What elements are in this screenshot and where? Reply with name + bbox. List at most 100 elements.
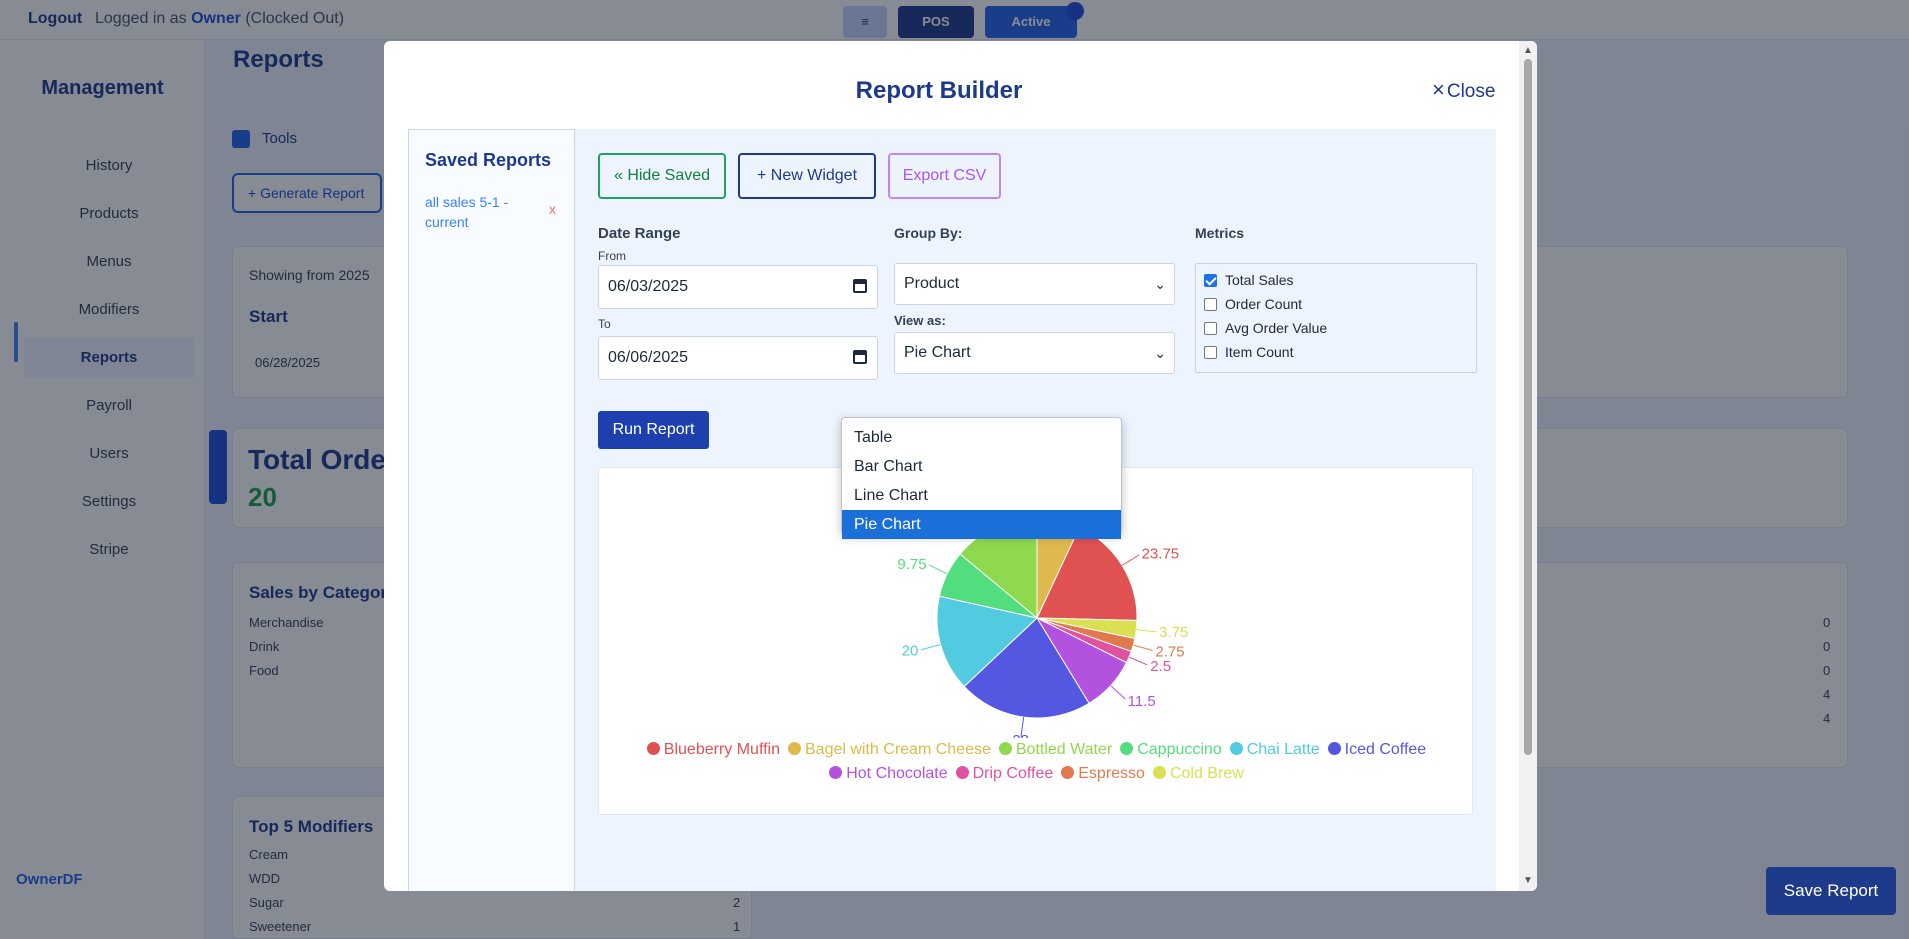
pie-label-line — [929, 564, 948, 575]
to-date-value: 06/06/2025 — [608, 349, 689, 366]
legend-label: Hot Chocolate — [846, 765, 948, 782]
hide-saved-button[interactable]: « Hide Saved — [598, 153, 726, 199]
legend-swatch — [788, 742, 801, 755]
metric-total-sales[interactable]: Total Sales — [1204, 272, 1293, 288]
view-option-pie-chart[interactable]: Pie Chart — [842, 510, 1121, 539]
legend-swatch — [646, 742, 660, 755]
metrics-box: Total Sales Order Count Avg Order Value … — [1195, 263, 1477, 373]
legend-label: Bagel with Cream Cheese — [805, 741, 991, 758]
view-as-dropdown: Table Bar Chart Line Chart Pie Chart — [841, 417, 1122, 539]
pie-label-line — [1136, 629, 1157, 633]
new-widget-button[interactable]: + New Widget — [738, 153, 876, 199]
pie-label-line — [1133, 644, 1153, 651]
legend-swatch — [1327, 742, 1341, 755]
pie-label-line — [1128, 656, 1148, 666]
group-by-label: Group By: — [894, 225, 963, 241]
chevron-down-icon: ⌄ — [1154, 345, 1166, 361]
legend-label: Espresso — [1078, 765, 1145, 782]
pie-data-label: 9.75 — [897, 556, 926, 573]
avg-order-value-checkbox[interactable] — [1204, 321, 1217, 335]
pie-data-label: 28 — [1012, 732, 1029, 738]
calendar-icon[interactable] — [853, 279, 867, 293]
legend-item[interactable]: Bagel with Cream Cheese — [788, 738, 991, 762]
pie-label-line — [921, 643, 941, 651]
legend-swatch — [1229, 742, 1243, 755]
metric-avg-order-value[interactable]: Avg Order Value — [1204, 320, 1327, 336]
saved-reports-title: Saved Reports — [425, 150, 552, 170]
order-count-checkbox[interactable] — [1204, 297, 1217, 311]
pie-data-label: 2.5 — [1150, 658, 1171, 675]
legend-label: Cold Brew — [1169, 765, 1244, 782]
delete-saved-report-button[interactable]: x — [549, 201, 556, 217]
legend-item[interactable]: Cappuccino — [1120, 738, 1222, 762]
group-by-select[interactable]: Product ⌄ — [894, 263, 1175, 305]
pie-label-line — [1121, 554, 1140, 566]
legend-label: Blueberry Muffin — [663, 741, 780, 758]
legend-item[interactable]: Bottled Water — [998, 738, 1113, 762]
modal-title: Report Builder — [855, 77, 1023, 104]
total-sales-checkbox[interactable] — [1204, 273, 1217, 287]
legend-label: Cappuccino — [1137, 741, 1222, 758]
close-icon: × — [1432, 77, 1445, 102]
view-option-table[interactable]: Table — [854, 429, 893, 446]
chevron-down-icon: ⌄ — [1154, 276, 1166, 292]
save-report-button[interactable]: Save Report — [1766, 867, 1896, 915]
legend-swatch — [1061, 766, 1075, 779]
export-csv-button[interactable]: Export CSV — [888, 153, 1001, 199]
pie-slice-iced-coffee[interactable] — [963, 617, 1090, 719]
metric-label: Total Sales — [1225, 272, 1294, 288]
view-as-select[interactable]: Pie Chart ⌄ — [894, 332, 1175, 374]
pie-data-label: 2.75 — [1155, 643, 1184, 660]
modal-scrollbar[interactable]: ▲ ▼ — [1519, 41, 1537, 891]
item-count-checkbox[interactable] — [1204, 345, 1217, 359]
metric-item-count[interactable]: Item Count — [1204, 344, 1293, 360]
view-as-label: View as: — [894, 313, 946, 328]
legend-swatch — [1152, 766, 1166, 779]
legend-swatch — [998, 742, 1012, 755]
date-range-label: Date Range — [598, 225, 681, 242]
legend-swatch — [1120, 742, 1134, 755]
metric-order-count[interactable]: Order Count — [1204, 296, 1302, 312]
view-as-value: Pie Chart — [904, 344, 971, 361]
legend-item[interactable]: Chai Latte — [1229, 738, 1320, 762]
legend-label: Chai Latte — [1246, 741, 1320, 758]
view-option-bar-chart[interactable]: Bar Chart — [854, 458, 923, 475]
to-date-input[interactable]: 06/06/2025 — [598, 336, 878, 380]
legend-swatch — [829, 766, 843, 779]
metric-label: Avg Order Value — [1225, 320, 1328, 336]
legend-item[interactable]: Iced Coffee — [1327, 738, 1427, 762]
legend-item[interactable]: Hot Chocolate — [829, 762, 948, 786]
pie-data-label: 11.5 — [1128, 693, 1156, 710]
legend-item[interactable]: Blueberry Muffin — [646, 738, 780, 762]
legend-item[interactable]: Cold Brew — [1152, 762, 1244, 786]
legend-item[interactable]: Drip Coffee — [955, 762, 1054, 786]
report-builder-modal: Report Builder × Close ▲ ▼ Saved Reports … — [384, 41, 1537, 891]
legend-swatch — [955, 766, 969, 779]
pie-label-line — [1020, 717, 1025, 737]
legend-label: Bottled Water — [1015, 741, 1113, 758]
scroll-thumb[interactable] — [1524, 59, 1532, 755]
metric-label: Item Count — [1225, 344, 1294, 360]
from-label: From — [598, 249, 626, 263]
group-by-value: Product — [904, 275, 960, 292]
chart-legend: Blueberry Muffin Bagel with Cream Cheese B… — [599, 738, 1474, 786]
saved-report-item[interactable]: all sales 5-1 - current — [425, 194, 509, 230]
scroll-down-icon[interactable]: ▼ — [1523, 875, 1533, 886]
saved-reports-panel: Saved Reports all sales 5-1 - current x — [408, 129, 575, 891]
from-date-input[interactable]: 06/03/2025 — [598, 265, 878, 309]
run-report-button[interactable]: Run Report — [598, 411, 709, 449]
close-button[interactable]: × Close — [1432, 77, 1495, 103]
scroll-up-icon[interactable]: ▲ — [1523, 45, 1533, 56]
builder-area: Saved Reports all sales 5-1 - current x … — [408, 129, 1496, 891]
pie-chart: 923.753.752.752.511.528209.7518 — [897, 490, 1188, 738]
legend-label: Iced Coffee — [1344, 741, 1427, 758]
pie-label-line — [1110, 685, 1126, 700]
pie-data-label: 23.75 — [1142, 545, 1180, 562]
legend-label: Drip Coffee — [972, 765, 1054, 782]
calendar-icon[interactable] — [853, 350, 867, 364]
from-date-value: 06/03/2025 — [608, 278, 689, 295]
view-option-line-chart[interactable]: Line Chart — [854, 487, 928, 504]
close-label: Close — [1446, 81, 1496, 102]
legend-item[interactable]: Espresso — [1061, 762, 1145, 786]
pie-data-label: 3.75 — [1159, 624, 1188, 641]
